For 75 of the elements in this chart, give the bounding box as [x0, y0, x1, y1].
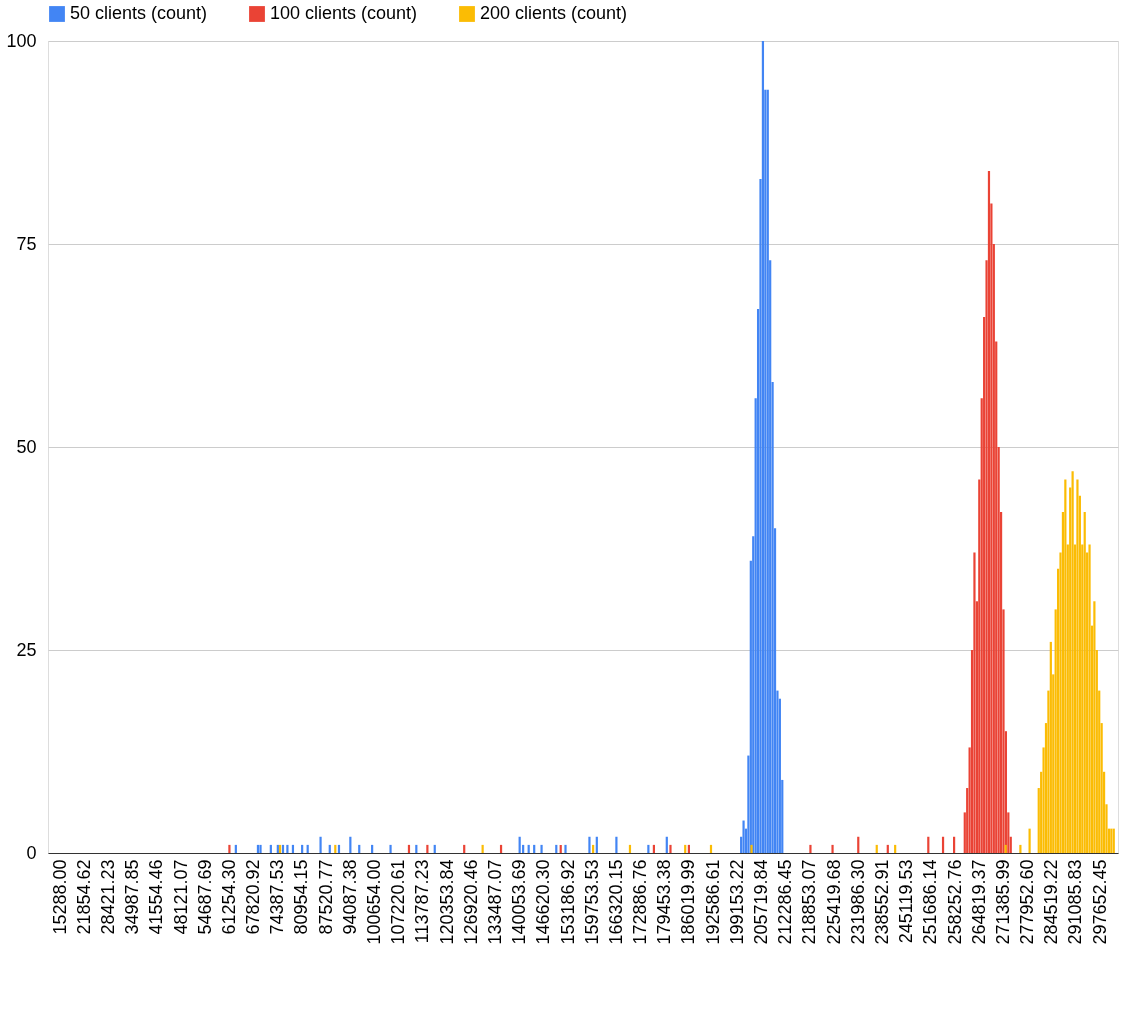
x-tick-label: 61254.30 — [218, 859, 239, 935]
x-tick-label: 166320.15 — [605, 859, 626, 945]
x-tick-label: 41554.46 — [146, 859, 167, 935]
bar — [1083, 511, 1086, 853]
x-tick-label: 21854.62 — [73, 859, 94, 935]
bar — [286, 844, 289, 853]
y-tick-label: 75 — [16, 233, 37, 254]
x-tick-label: 218853.07 — [799, 859, 820, 945]
x-tick-label: 34987.85 — [122, 859, 143, 935]
x-tick-label: 159753.53 — [581, 859, 602, 945]
x-tick-label: 199153.22 — [726, 859, 747, 945]
x-tick-label: 297652.45 — [1089, 859, 1110, 945]
bar — [615, 836, 618, 853]
bar — [1071, 471, 1074, 853]
y-tick-label: 50 — [16, 436, 37, 457]
x-tick-label: 74387.53 — [267, 859, 288, 935]
x-tick-label: 271385.99 — [992, 859, 1013, 945]
x-tick-label: 238552.91 — [871, 859, 892, 945]
x-tick-label: 277952.60 — [1017, 859, 1038, 945]
bar — [1049, 641, 1052, 853]
x-tick-label: 179453.38 — [654, 859, 675, 945]
bar — [973, 552, 976, 853]
x-tick-label: 192586.61 — [702, 859, 723, 945]
x-tick-label: 80954.15 — [291, 859, 312, 935]
legend-label: 100 clients (count) — [270, 3, 418, 23]
y-tick-label: 100 — [6, 30, 37, 51]
bar — [742, 820, 745, 853]
x-tick-label: 107220.61 — [388, 859, 409, 945]
x-tick-label: 258252.76 — [944, 859, 965, 945]
x-tick-label: 113787.23 — [412, 859, 433, 944]
x-tick-label: 172886.76 — [630, 859, 651, 945]
x-tick-label: 54687.69 — [194, 859, 215, 935]
legend-label: 200 clients (count) — [480, 3, 628, 23]
bar — [1064, 479, 1067, 853]
bar — [831, 844, 834, 853]
x-tick-label: 28421.23 — [97, 859, 118, 935]
x-tick-label: 94087.38 — [339, 859, 360, 935]
bar — [1093, 601, 1096, 853]
x-tick-label: 205719.84 — [751, 859, 772, 945]
bar — [1088, 544, 1091, 853]
x-tick-label: 126920.46 — [460, 859, 481, 945]
bar — [809, 844, 812, 853]
x-tick-label: 48121.07 — [170, 859, 191, 935]
x-tick-label: 100654.00 — [364, 859, 385, 945]
x-tick-label: 231986.30 — [847, 859, 868, 945]
bar — [1076, 479, 1079, 853]
x-tick-label: 140053.69 — [509, 859, 530, 945]
bar — [564, 844, 567, 853]
bar — [319, 836, 322, 853]
bar — [987, 170, 991, 853]
bar — [750, 844, 753, 853]
x-tick-label: 251686.14 — [920, 859, 941, 945]
bar — [761, 41, 765, 853]
x-tick-label: 284519.22 — [1041, 859, 1062, 945]
bar — [389, 844, 392, 853]
bar — [588, 836, 591, 853]
x-tick-label: 153186.92 — [557, 859, 578, 945]
x-tick-label: 186019.99 — [678, 859, 699, 945]
y-tick-label: 0 — [26, 842, 37, 863]
x-tick-label: 120353.84 — [436, 859, 457, 945]
bar — [669, 844, 672, 853]
bar — [540, 844, 543, 853]
legend-label: 50 clients (count) — [70, 3, 208, 23]
bar — [228, 844, 231, 853]
x-tick-label: 291085.83 — [1065, 859, 1086, 945]
x-tick-label: 133487.07 — [484, 859, 505, 945]
x-tick-label: 146620.30 — [533, 859, 554, 945]
y-tick-label: 25 — [16, 639, 37, 660]
x-tick-label: 212286.45 — [775, 859, 796, 945]
x-tick-label: 264819.37 — [968, 859, 989, 945]
x-tick-label: 67820.92 — [243, 859, 264, 935]
x-tick-label: 245119.53 — [896, 859, 917, 944]
x-tick-label: 225419.68 — [823, 859, 844, 945]
x-tick-label: 15288.00 — [49, 859, 70, 935]
x-tick-label: 87520.77 — [315, 859, 336, 935]
